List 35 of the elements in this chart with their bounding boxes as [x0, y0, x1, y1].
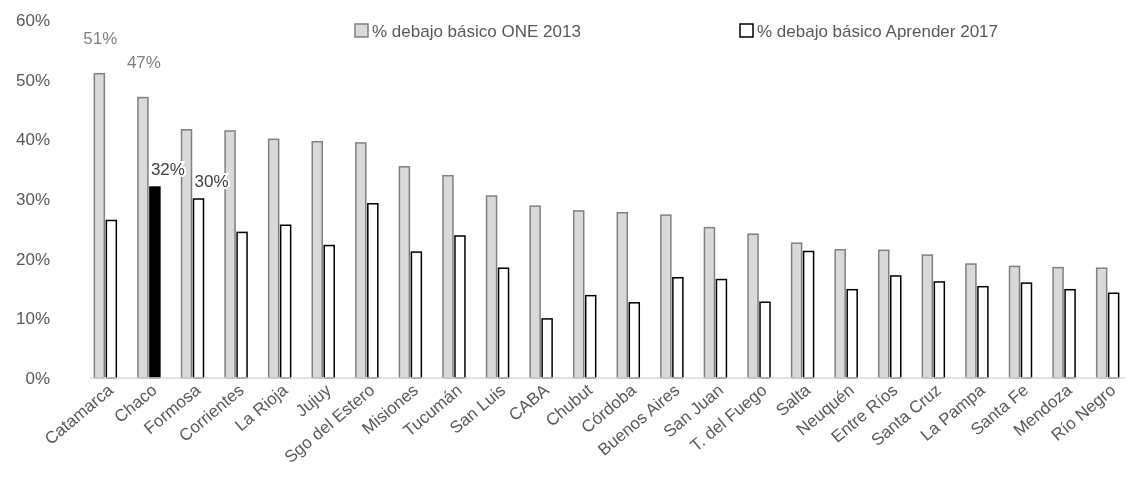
bar [323, 244, 335, 379]
bar [933, 281, 946, 379]
bar [977, 285, 989, 379]
legend-label: % debajo básico ONE 2013 [372, 22, 581, 41]
bar [672, 277, 684, 379]
bar [715, 278, 728, 379]
bar [497, 267, 510, 379]
bar [149, 186, 161, 379]
bar [802, 250, 815, 379]
y-tick-label: 10% [15, 309, 50, 329]
bar [1020, 282, 1033, 379]
bar [628, 302, 641, 379]
bar [454, 235, 466, 379]
bar [105, 219, 118, 379]
y-tick-label: 20% [15, 249, 50, 269]
bar [759, 301, 771, 379]
bar [1064, 288, 1076, 379]
data-label: 51% [83, 28, 118, 48]
y-tick-label: 50% [15, 70, 50, 90]
bar [367, 203, 379, 379]
legend-label: % debajo básico Aprender 2017 [757, 22, 999, 41]
bar [1107, 292, 1120, 379]
y-tick-label: 60% [15, 11, 50, 30]
bar [541, 318, 553, 379]
bar [236, 231, 248, 379]
bar [410, 251, 423, 379]
bar [890, 275, 902, 379]
y-tick-label: 40% [15, 130, 50, 150]
bar [279, 224, 292, 379]
y-tick-label: 30% [15, 190, 50, 209]
bar [846, 288, 858, 379]
bar [584, 294, 597, 379]
y-tick-label: 0% [25, 369, 50, 388]
data-label: 47% [126, 52, 161, 72]
bar [192, 198, 205, 379]
